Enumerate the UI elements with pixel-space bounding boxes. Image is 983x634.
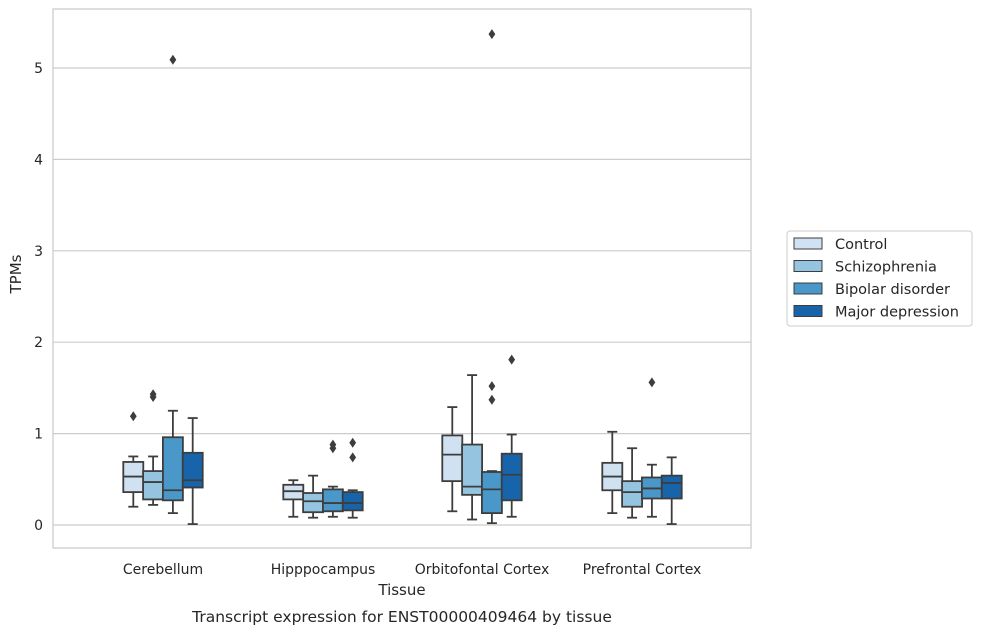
outlier-point [508, 354, 516, 365]
box-iqr [282, 483, 305, 501]
gridlines [53, 67, 751, 526]
outlier-point [349, 452, 357, 463]
box-group [500, 354, 523, 518]
box-iqr [341, 491, 364, 512]
box-group [122, 411, 145, 508]
box-group [441, 406, 464, 513]
outlier-point [169, 54, 177, 65]
x-tick-label: Prefrontal Cortex [583, 562, 702, 578]
outlier-point [329, 439, 337, 450]
x-tick-labels: Cerebellum Hipppocampus Orbitofontal Corte… [123, 562, 701, 578]
y-tick-label: 4 [34, 152, 43, 168]
y-tick-label: 0 [34, 518, 43, 534]
legend-label: Schizophrenia [835, 260, 937, 276]
legend-frame [786, 230, 973, 327]
legend: Control Schizophrenia Bipolar disorder Majo… [786, 230, 973, 327]
box-group [321, 439, 344, 518]
box-iqr [500, 452, 523, 502]
box-iqr [480, 471, 503, 515]
outlier-point [349, 437, 357, 448]
figure-caption: Transcript expression for ENST0000040946… [191, 608, 612, 626]
box-iqr [441, 434, 464, 483]
y-tick-label: 5 [34, 61, 43, 77]
y-tick-label: 2 [34, 335, 43, 351]
box-iqr [142, 470, 165, 501]
boxes [122, 29, 683, 525]
outlier-point [488, 394, 496, 405]
legend-swatch [793, 282, 823, 295]
legend-label: Control [835, 237, 887, 253]
box-iqr [302, 492, 325, 514]
box-group [302, 474, 325, 519]
y-tick-labels: 0 1 2 3 4 5 [34, 61, 43, 534]
box-iqr [321, 488, 344, 513]
box-iqr [660, 474, 683, 500]
box-group [161, 54, 184, 515]
box-group [641, 377, 663, 518]
box-group [181, 417, 204, 525]
box-iqr [621, 480, 643, 508]
legend-label: Major depression [835, 305, 959, 321]
y-tick-label: 3 [34, 244, 43, 260]
legend-swatch [793, 237, 823, 250]
outlier-point [648, 377, 656, 388]
box-iqr [181, 451, 204, 489]
plot-area-frame [52, 8, 752, 549]
outlier-point [488, 381, 496, 392]
box-group [621, 447, 643, 519]
box-group [341, 437, 364, 519]
y-axis-title: TPMs [7, 254, 25, 294]
x-tick-label: Orbitofontal Cortex [415, 562, 550, 578]
y-tick-label: 1 [34, 427, 43, 443]
x-tick-label: Hipppocampus [271, 562, 376, 578]
outlier-point [129, 411, 137, 422]
x-tick-label: Cerebellum [123, 562, 203, 578]
box-group [601, 430, 624, 515]
legend-label: Bipolar disorder [835, 282, 950, 298]
box-group [660, 456, 683, 525]
outlier-point [149, 389, 157, 400]
box-group [480, 29, 503, 525]
box-group [461, 374, 484, 521]
legend-swatch [793, 260, 823, 272]
box-group [282, 479, 305, 518]
box-iqr [461, 443, 484, 496]
x-axis-title: Tissue [377, 581, 425, 599]
box-group [142, 389, 165, 506]
outlier-point [488, 29, 496, 40]
legend-swatch [793, 305, 823, 317]
